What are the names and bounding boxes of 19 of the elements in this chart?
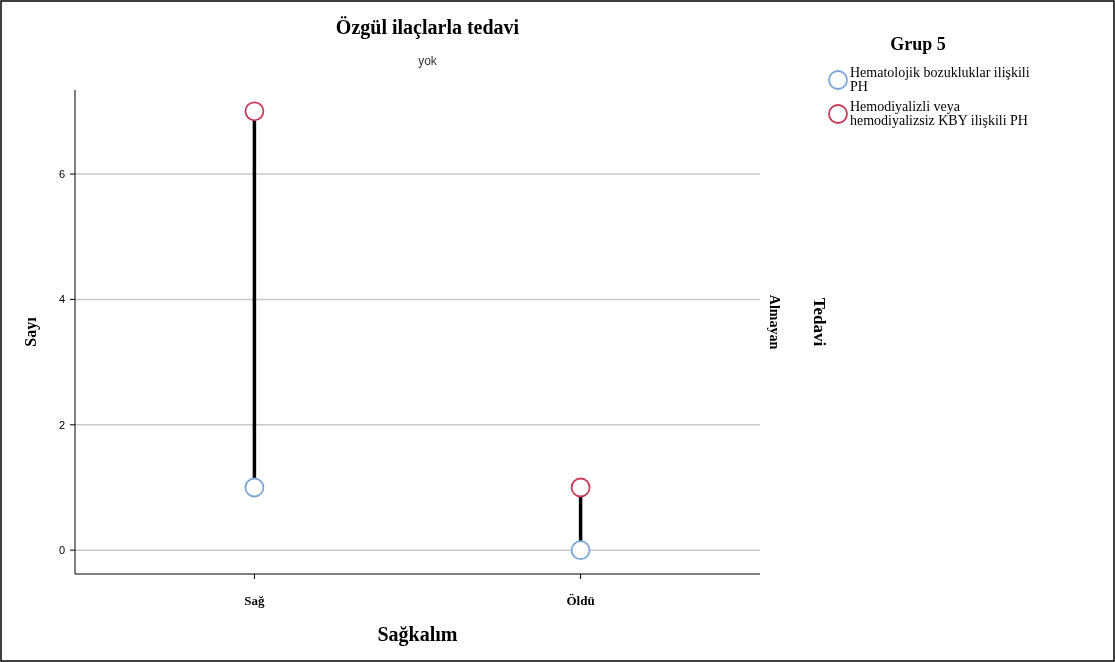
chart-title: Özgül ilaçlarla tedavi: [335, 16, 520, 39]
point: [244, 477, 265, 498]
legend-title: Grup 5: [890, 34, 946, 54]
y-axis-title: Sayı: [22, 316, 40, 347]
legend-label: Hematolojik bozukluklar ilişkili PH: [850, 65, 1030, 94]
text: Almayan: [767, 294, 782, 350]
chart-subtitle: yok: [418, 54, 438, 68]
y-tick-label: 2: [58, 418, 65, 431]
text: Tedavi: [810, 297, 829, 347]
point: [570, 477, 591, 498]
x-tick-label: Öldü: [566, 593, 595, 608]
y-tick-label: 4: [58, 293, 65, 306]
y-tick-label: 0: [58, 544, 65, 557]
point: [244, 101, 265, 122]
x-tick-label: Sağ: [244, 593, 266, 608]
x-axis-title: Sağkalım: [377, 623, 458, 646]
point: [570, 540, 591, 561]
y-tick-label: 6: [58, 168, 65, 181]
legend-label: Hemodiyalizli veya hemodiyalizsiz KBY ilişkili PH: [850, 99, 1028, 128]
